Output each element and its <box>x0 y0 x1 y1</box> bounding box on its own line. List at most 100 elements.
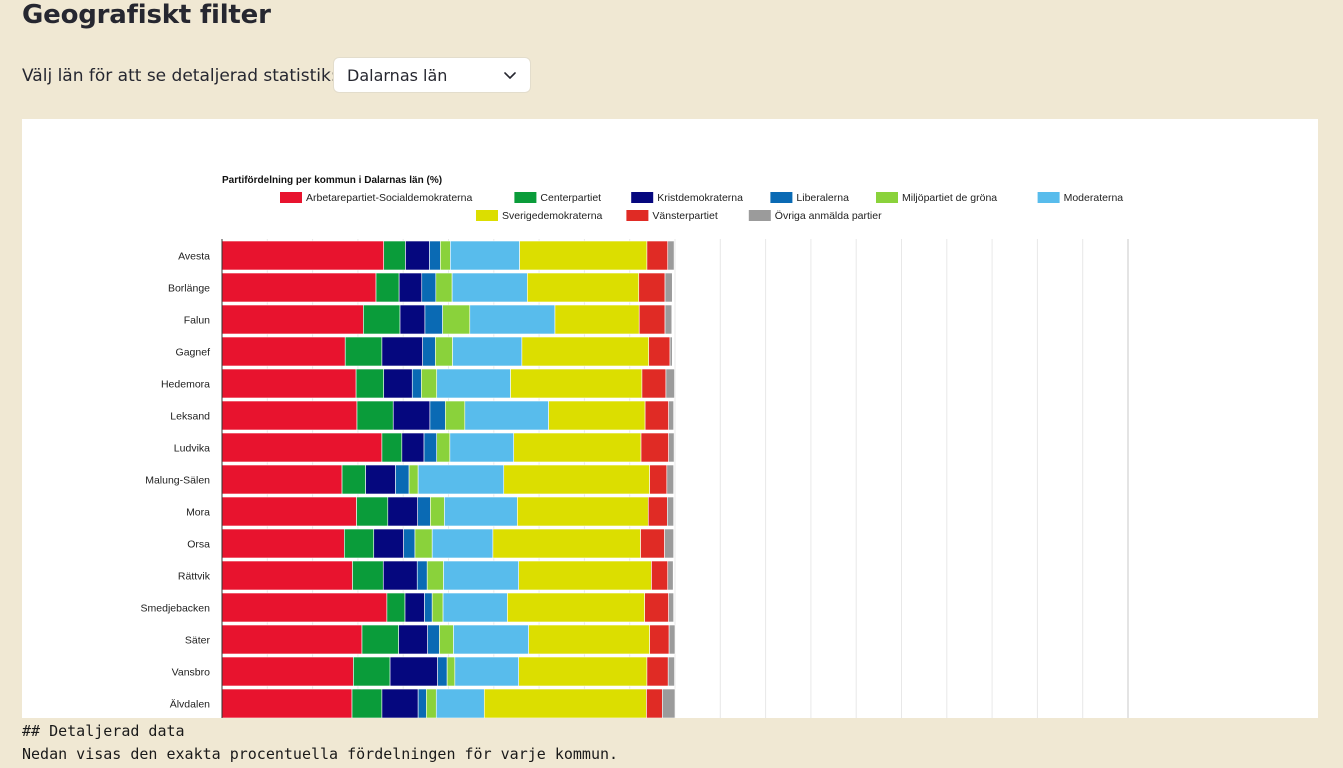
county-select[interactable]: Dalarnas län <box>333 57 531 93</box>
bar-segment <box>669 336 673 367</box>
bar-segment <box>424 304 443 335</box>
bar-segment <box>221 432 383 463</box>
bar-segment <box>398 624 428 655</box>
bar-segment <box>649 464 668 495</box>
category-label: Smedjebacken <box>141 603 211 615</box>
bar-segment <box>446 656 456 687</box>
chart-title: Partifördelning per kommun i Dalarnas lä… <box>222 175 442 186</box>
markdown-body: Nedan visas den exakta procentuella förd… <box>22 745 619 763</box>
bar-segment <box>382 560 418 591</box>
bar-segment <box>640 528 665 559</box>
category-label: Rättvik <box>178 571 211 583</box>
bar-segment <box>668 592 674 623</box>
bar-segment <box>439 624 454 655</box>
legend-label: Arbetarepartiet-Socialdemokraterna <box>306 192 472 204</box>
bar-segment <box>442 304 471 335</box>
category-label: Hedemora <box>161 379 210 391</box>
county-filter-row: Välj län för att se detaljerad statistik… <box>22 57 531 95</box>
category-label: Gagnef <box>176 347 211 359</box>
bar-segment <box>221 560 353 591</box>
bar-segment <box>421 368 438 399</box>
category-label: Borlänge <box>168 283 210 295</box>
legend-label: Sverigedemokraterna <box>502 210 603 222</box>
bar-segment <box>513 432 642 463</box>
category-label: Orsa <box>187 539 210 551</box>
category-label: Avesta <box>178 251 210 263</box>
bar-segment <box>352 560 384 591</box>
bar-segment <box>426 560 444 591</box>
legend-label: Liberalerna <box>796 192 849 204</box>
bar-segment <box>221 496 357 527</box>
bar-segment <box>221 368 357 399</box>
bar-segment <box>408 464 419 495</box>
bar-segment <box>519 240 648 271</box>
bar-segment <box>664 272 673 303</box>
bar-segment <box>417 688 427 718</box>
bar-segment <box>664 304 673 335</box>
bar-segment <box>417 496 431 527</box>
bar-segment <box>221 688 353 718</box>
bar-segment <box>436 368 511 399</box>
markdown-block: ## Detaljerad data Nedan visas den exakta… <box>22 720 618 766</box>
bar-segment <box>375 272 400 303</box>
bar-segment <box>365 464 396 495</box>
bar-segment <box>363 304 401 335</box>
bar-segment <box>648 336 671 367</box>
legend-swatch <box>514 192 537 203</box>
bar-segment <box>221 272 377 303</box>
bar-segment <box>381 336 423 367</box>
bar-segment <box>444 496 518 527</box>
legend-label: Miljöpartiet de gröna <box>902 192 997 204</box>
legend-label: Vänsterpartiet <box>652 210 717 222</box>
bar-segment <box>221 592 388 623</box>
bar-segment <box>383 368 413 399</box>
bar-segment <box>221 400 358 431</box>
bar-segment <box>417 464 505 495</box>
bar-segment <box>664 528 674 559</box>
bar-segment <box>435 688 485 718</box>
bar-segment <box>386 592 406 623</box>
bar-segment <box>424 592 433 623</box>
bar-segment <box>517 496 649 527</box>
bar-segment <box>445 400 466 431</box>
bar-segment <box>454 656 520 687</box>
bar-segment <box>646 688 663 718</box>
bar-segment <box>528 624 650 655</box>
bar-segment <box>411 368 422 399</box>
legend-label: Övriga anmälda partier <box>775 210 882 222</box>
bar-segment <box>644 592 669 623</box>
bar-segment <box>667 240 675 271</box>
bar-segment <box>404 592 425 623</box>
bar-segment <box>356 496 389 527</box>
category-label: Mora <box>186 507 210 519</box>
legend-swatch <box>876 192 898 203</box>
bar-segment <box>665 368 675 399</box>
bar-segment <box>437 656 448 687</box>
bar-segment <box>483 688 647 718</box>
bar-segment <box>383 240 406 271</box>
bar-segment <box>668 432 675 463</box>
bar-segment <box>427 624 440 655</box>
bar-segment <box>392 400 431 431</box>
party-distribution-chart: Partifördelning per kommun i Dalarnas lä… <box>141 175 1129 718</box>
bar-segment <box>647 496 668 527</box>
bar-segment <box>429 240 441 271</box>
bar-segment <box>451 272 528 303</box>
legend-swatch <box>1037 192 1060 203</box>
bar-segment <box>518 656 648 687</box>
bar-segment <box>431 592 444 623</box>
bar-segment <box>641 368 667 399</box>
bar-segment <box>221 336 346 367</box>
legend-swatch <box>748 210 771 221</box>
category-label: Vansbro <box>172 667 210 679</box>
bar-segment <box>430 496 445 527</box>
bar-segment <box>416 560 428 591</box>
bar-segment <box>221 304 364 335</box>
bar-segment <box>435 272 453 303</box>
bar-segment <box>344 336 383 367</box>
bar-segment <box>221 240 385 271</box>
county-select-value: Dalarnas län <box>347 65 448 85</box>
legend-swatch <box>280 192 302 203</box>
legend-swatch <box>770 192 793 203</box>
bar-segment <box>464 400 549 431</box>
